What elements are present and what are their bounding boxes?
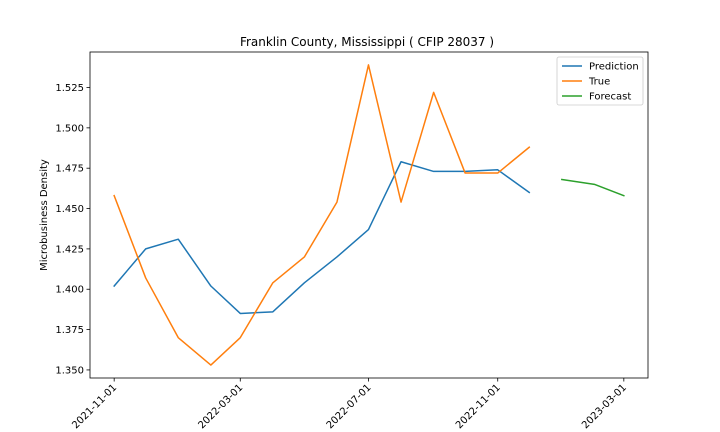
series-line-prediction <box>113 160 531 315</box>
plot-area: 1.350 1.375 1.400 1.425 1.450 1.475 1.500 1.525… <box>55 51 649 431</box>
legend-label-true: True <box>588 77 610 88</box>
series-line-true <box>113 64 531 366</box>
legend: Prediction True Forecast <box>556 56 644 106</box>
y-tick-label: 1.450 <box>55 204 84 215</box>
series-line-forecast <box>560 178 625 197</box>
legend-label-forecast: Forecast <box>589 92 631 103</box>
y-axis-label: Microbusiness Density <box>39 159 50 271</box>
legend-box <box>556 56 644 106</box>
y-tick-label: 1.375 <box>55 325 84 336</box>
y-tick-label: 1.500 <box>55 123 84 134</box>
x-tick-label: 2023-03-01 <box>580 382 629 431</box>
x-tick-label: 2022-11-01 <box>454 382 503 431</box>
y-tick-label: 1.525 <box>55 83 84 94</box>
chart-title: Franklin County, Mississippi ( CFIP 2803… <box>240 35 494 49</box>
x-tick-label: 2021-11-01 <box>70 382 119 431</box>
y-tick-label: 1.400 <box>55 285 84 296</box>
plot-frame <box>89 51 649 379</box>
x-tick-label: 2022-03-01 <box>197 382 246 431</box>
y-tick-label: 1.350 <box>55 365 84 376</box>
legend-label-prediction: Prediction <box>589 62 639 73</box>
x-tick-label: 2022-07-01 <box>325 382 374 431</box>
y-tick-label: 1.425 <box>55 244 84 255</box>
y-tick-label: 1.475 <box>55 164 84 175</box>
